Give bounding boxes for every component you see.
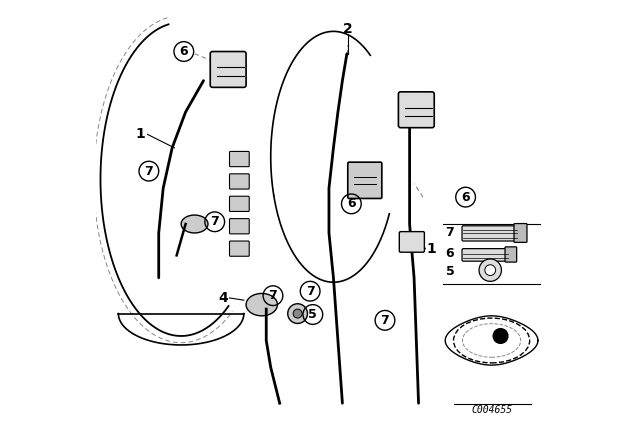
Text: 1: 1 (426, 241, 436, 256)
FancyBboxPatch shape (514, 224, 527, 242)
Text: 7: 7 (306, 284, 314, 298)
FancyBboxPatch shape (230, 174, 249, 189)
Circle shape (293, 309, 302, 318)
Text: 1: 1 (136, 127, 146, 142)
Text: 6: 6 (179, 45, 188, 58)
Text: 3: 3 (228, 174, 237, 189)
FancyBboxPatch shape (399, 232, 424, 252)
FancyBboxPatch shape (230, 241, 249, 256)
Text: 7: 7 (381, 314, 389, 327)
Text: 5: 5 (445, 264, 454, 278)
FancyBboxPatch shape (230, 219, 249, 234)
Text: C004655: C004655 (471, 405, 512, 415)
Circle shape (485, 265, 495, 276)
FancyBboxPatch shape (505, 247, 516, 262)
Text: 5: 5 (308, 308, 317, 321)
Ellipse shape (246, 293, 278, 316)
FancyBboxPatch shape (462, 249, 509, 261)
Text: 2: 2 (343, 22, 353, 36)
FancyBboxPatch shape (230, 196, 249, 211)
Text: 7: 7 (211, 215, 219, 228)
Ellipse shape (181, 215, 208, 233)
Circle shape (493, 328, 509, 344)
Text: 6: 6 (347, 197, 356, 211)
Text: 7: 7 (445, 226, 454, 240)
Text: 4: 4 (219, 291, 228, 305)
Circle shape (479, 259, 502, 281)
Text: 6: 6 (445, 246, 454, 260)
FancyBboxPatch shape (398, 92, 435, 128)
FancyBboxPatch shape (348, 162, 382, 198)
Text: 7: 7 (269, 289, 277, 302)
Circle shape (288, 304, 307, 323)
Text: 7: 7 (145, 164, 153, 178)
FancyBboxPatch shape (210, 52, 246, 87)
Text: 6: 6 (461, 190, 470, 204)
FancyBboxPatch shape (462, 226, 518, 241)
FancyBboxPatch shape (230, 151, 249, 167)
